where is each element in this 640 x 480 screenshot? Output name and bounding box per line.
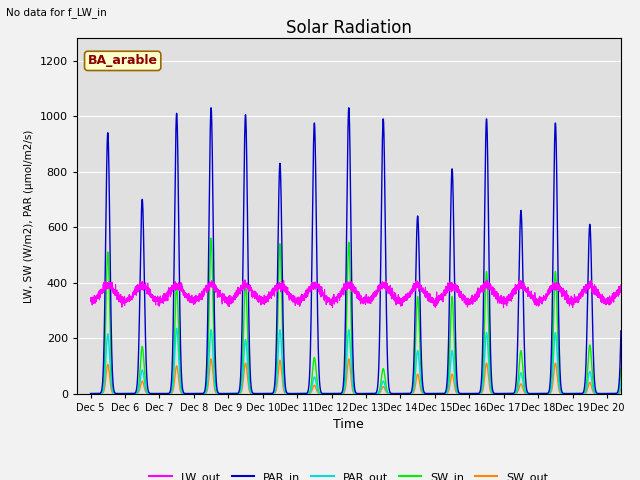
- Title: Solar Radiation: Solar Radiation: [286, 19, 412, 37]
- Y-axis label: LW, SW (W/m2), PAR (μmol/m2/s): LW, SW (W/m2), PAR (μmol/m2/s): [24, 129, 34, 303]
- Text: BA_arable: BA_arable: [88, 54, 157, 67]
- Text: No data for f_LW_in: No data for f_LW_in: [6, 7, 107, 18]
- X-axis label: Time: Time: [333, 418, 364, 431]
- Legend: LW_out, PAR_in, PAR_out, SW_in, SW_out: LW_out, PAR_in, PAR_out, SW_in, SW_out: [145, 468, 552, 480]
